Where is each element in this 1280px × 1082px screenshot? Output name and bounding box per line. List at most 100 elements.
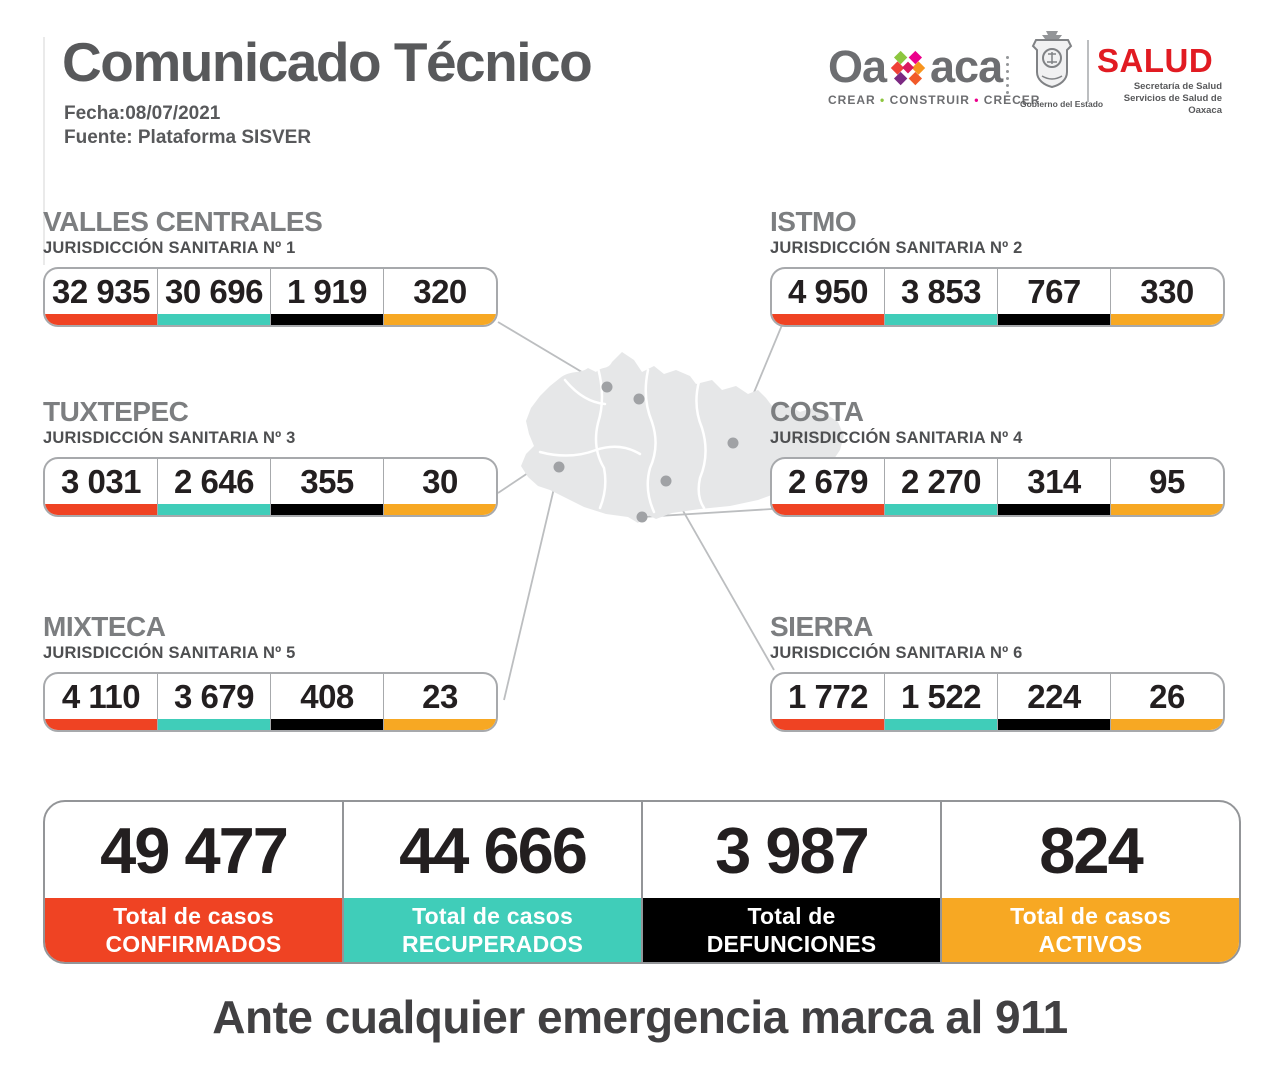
recovered-count: 3 679 — [173, 677, 255, 715]
region-mixteca: MIXTECA JURISDICCIÓN SANITARIA Nº 5 4 11… — [43, 611, 498, 732]
recovered-cell: 2 270 — [885, 459, 998, 515]
label-line1: Total de casos — [412, 903, 573, 929]
active-count: 26 — [1149, 677, 1185, 715]
active-bar — [384, 719, 496, 730]
recovered-bar — [158, 719, 270, 730]
active-cell: 23 — [384, 674, 496, 730]
deaths-bar — [271, 719, 383, 730]
label-line2: DEFUNCIONES — [706, 931, 877, 957]
tagline-crear: CREAR — [828, 93, 876, 107]
connector-lines — [497, 321, 783, 701]
recovered-bar — [885, 504, 997, 515]
active-count: 320 — [413, 272, 467, 310]
confirmed-count: 4 110 — [61, 677, 141, 715]
recovered-cell: 30 696 — [158, 269, 271, 325]
tagline-crecer: CRECER — [983, 93, 1041, 107]
emergency-message: Ante cualquier emergencia marca al 911 — [212, 991, 1068, 1043]
active-bar — [384, 504, 496, 515]
active-count: 95 — [1149, 462, 1185, 500]
tagline-bullet-magenta: • — [974, 93, 980, 107]
confirmed-cell: 1 772 — [772, 674, 885, 730]
region-sierra: SIERRA JURISDICCIÓN SANITARIA Nº 6 1 772… — [770, 611, 1225, 732]
region-jurisdiction: JURISDICCIÓN SANITARIA Nº 3 — [43, 429, 296, 447]
region-jurisdiction: JURISDICCIÓN SANITARIA Nº 2 — [770, 239, 1023, 257]
header-meta: Fecha:08/07/2021 Fuente: Plataforma SISV… — [64, 102, 311, 150]
recovered-count: 2 270 — [900, 462, 982, 500]
deaths-count: 224 — [1027, 677, 1081, 715]
deaths-cell: 408 — [271, 674, 384, 730]
deaths-count: 767 — [1027, 272, 1081, 310]
region-name: VALLES CENTRALES — [43, 206, 323, 237]
oaxaca-wordmark: Oa aca — [828, 44, 1008, 89]
deaths-cell: 224 — [998, 674, 1111, 730]
active-cell: 30 — [384, 459, 496, 515]
deaths-cell: 314 — [998, 459, 1111, 515]
active-cell: 320 — [384, 269, 496, 325]
oaxaca-logo: Oa aca CREAR • CONSTRUIR • CRECER — [828, 44, 1039, 107]
total-confirmed-label: Total de casos CONFIRMADOS — [45, 898, 342, 962]
state-shape — [521, 352, 844, 523]
active-count: 23 — [422, 677, 458, 715]
region-name: TUXTEPEC — [43, 396, 189, 427]
recovered-bar — [158, 504, 270, 515]
label-line1: Total de casos — [113, 903, 274, 929]
confirmed-cell: 4 950 — [772, 269, 885, 325]
total-recovered-label: Total de casos RECUPERADOS — [344, 898, 641, 962]
gobierno-caption: Gobierno del Estado — [1020, 99, 1104, 109]
recovered-count: 2 646 — [173, 462, 255, 500]
region-name: COSTA — [770, 396, 864, 427]
tagline-construir: CONSTRUIR — [889, 93, 970, 107]
confirmed-count: 3 031 — [60, 462, 142, 500]
active-bar — [1111, 504, 1223, 515]
oaxaca-word-end: aca — [930, 41, 1003, 92]
region-name: ISTMO — [770, 206, 857, 237]
region-valles-centrales: VALLES CENTRALES JURISDICCIÓN SANITARIA … — [43, 206, 498, 327]
region-marker-dots — [553, 381, 739, 523]
deaths-bar — [998, 504, 1110, 515]
active-bar — [384, 314, 496, 325]
recovered-count: 3 853 — [900, 272, 982, 310]
total-active: 824 Total de casos ACTIVOS — [942, 802, 1239, 962]
confirmed-bar — [772, 719, 884, 730]
total-active-label: Total de casos ACTIVOS — [942, 898, 1239, 962]
oaxaca-tagline: CREAR • CONSTRUIR • CRECER — [828, 93, 1039, 107]
totals-band: 49 477 Total de casos CONFIRMADOS 44 666… — [43, 800, 1241, 964]
recovered-count: 30 696 — [165, 272, 263, 310]
region-jurisdiction: JURISDICCIÓN SANITARIA Nº 4 — [770, 429, 1023, 447]
salud-wordmark: SALUD — [1097, 42, 1214, 79]
dotted-separator — [1006, 56, 1009, 94]
region-istmo: ISTMO JURISDICCIÓN SANITARIA Nº 2 4 950 … — [770, 206, 1225, 327]
recovered-bar — [158, 314, 270, 325]
state-coat-of-arms-icon — [1031, 31, 1073, 89]
confirmed-cell: 4 110 — [45, 674, 158, 730]
region-stats-box: 4 110 3 679 408 23 — [43, 672, 498, 732]
salud-line2: Servicios de Salud de Oaxaca — [1123, 93, 1222, 116]
confirmed-bar — [45, 314, 157, 325]
internal-borders — [538, 366, 707, 514]
deaths-cell: 355 — [271, 459, 384, 515]
active-cell: 26 — [1111, 674, 1223, 730]
total-deaths-label: Total de DEFUNCIONES — [643, 898, 940, 962]
confirmed-bar — [772, 314, 884, 325]
region-jurisdiction: JURISDICCIÓN SANITARIA Nº 5 — [43, 644, 296, 662]
recovered-bar — [885, 314, 997, 325]
oaxaca-diamond-x-icon — [890, 50, 926, 85]
salud-sublines: Secretaría de Salud Servicios de Salud d… — [1097, 81, 1222, 117]
total-confirmed-value: 49 477 — [100, 813, 289, 887]
region-stats-box: 2 679 2 270 314 95 — [770, 457, 1225, 517]
tagline-bullet-green: • — [880, 93, 886, 107]
logo-divider — [1087, 40, 1089, 102]
confirmed-bar — [45, 504, 157, 515]
page-title: Comunicado Técnico — [62, 31, 593, 93]
confirmed-bar — [772, 504, 884, 515]
deaths-bar — [998, 719, 1110, 730]
confirmed-count: 32 935 — [52, 272, 150, 310]
region-jurisdiction: JURISDICCIÓN SANITARIA Nº 6 — [770, 644, 1023, 662]
recovered-cell: 2 646 — [158, 459, 271, 515]
recovered-cell: 3 679 — [158, 674, 271, 730]
active-count: 30 — [422, 462, 458, 500]
deaths-count: 355 — [300, 462, 354, 500]
active-bar — [1111, 719, 1223, 730]
deaths-cell: 767 — [998, 269, 1111, 325]
recovered-count: 1 522 — [900, 677, 982, 715]
